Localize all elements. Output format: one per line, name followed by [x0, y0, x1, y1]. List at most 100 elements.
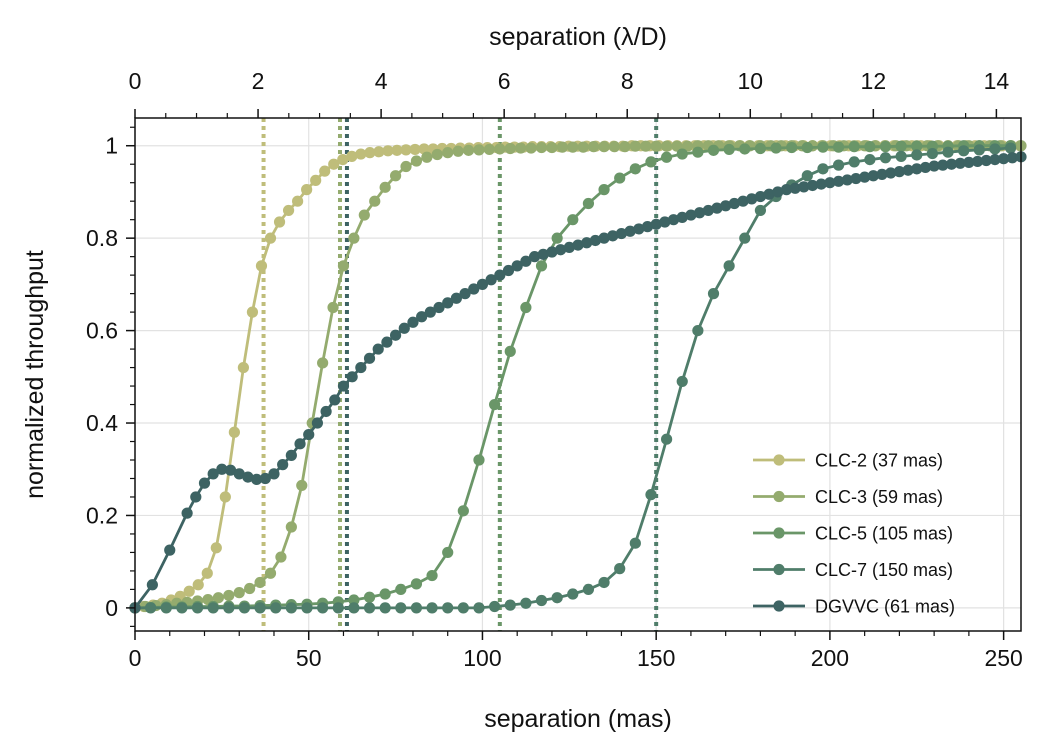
data-point	[770, 142, 782, 154]
data-point	[633, 223, 645, 235]
data-point	[954, 157, 966, 169]
data-point	[254, 576, 266, 589]
data-point	[754, 204, 767, 217]
data-point	[786, 141, 798, 154]
data-point	[223, 589, 235, 602]
data-point	[319, 165, 331, 177]
data-point	[452, 145, 464, 157]
data-point	[373, 146, 385, 158]
data-point	[963, 156, 975, 168]
data-point	[255, 260, 268, 272]
data-point	[369, 195, 381, 207]
data-point	[431, 148, 443, 161]
data-point	[381, 336, 393, 348]
data-point	[317, 602, 329, 614]
top-x-tick-label: 0	[129, 68, 142, 94]
data-point	[556, 141, 568, 153]
data-point	[989, 143, 1001, 155]
data-point	[303, 428, 315, 441]
data-point	[911, 149, 923, 161]
data-point	[424, 306, 436, 318]
data-point	[160, 602, 172, 614]
data-point	[216, 463, 228, 475]
data-point	[254, 602, 266, 614]
y-tick-label: 0.6	[86, 318, 118, 344]
data-point	[275, 551, 287, 563]
data-point	[702, 204, 714, 217]
data-point	[641, 221, 654, 233]
legend-marker	[773, 490, 785, 503]
legend: CLC-2 (37 mas) CLC-3 (59 mas) CLC-5 (105 m…	[753, 451, 955, 617]
data-point	[867, 170, 879, 182]
data-point	[442, 602, 454, 614]
data-point	[859, 171, 871, 183]
data-point	[176, 602, 188, 614]
data-point	[848, 141, 860, 153]
legend-item-4: DGVVC (61 mas)	[753, 597, 955, 617]
data-point	[567, 588, 579, 600]
data-point	[190, 491, 202, 503]
data-point	[355, 361, 367, 374]
data-point	[645, 156, 657, 168]
data-point	[285, 602, 297, 614]
data-point	[489, 398, 501, 411]
iwa-markers	[261, 118, 659, 631]
data-point	[582, 197, 595, 210]
data-point	[567, 141, 579, 153]
data-point	[409, 143, 421, 156]
data-point	[259, 472, 271, 485]
data-point	[237, 361, 250, 374]
data-point	[551, 592, 563, 604]
data-point	[763, 188, 775, 200]
data-point	[893, 166, 905, 178]
legend-marker	[773, 527, 785, 539]
data-point	[145, 602, 157, 614]
data-point	[879, 141, 892, 153]
data-point	[264, 232, 277, 244]
data-point	[416, 311, 428, 323]
data-point	[864, 141, 876, 153]
data-point	[379, 588, 391, 600]
data-point	[251, 473, 263, 486]
data-point	[442, 147, 454, 159]
data-point	[895, 150, 907, 162]
data-point	[528, 251, 541, 263]
data-point	[551, 232, 563, 244]
data-point	[273, 216, 286, 228]
data-point	[219, 491, 231, 503]
data-point	[989, 153, 1001, 166]
data-point	[919, 161, 932, 174]
data-point	[246, 306, 259, 318]
legend-marker	[773, 600, 785, 612]
data-point	[739, 143, 751, 155]
data-point	[515, 142, 527, 154]
top-x-tick-label: 6	[498, 68, 511, 94]
data-point	[661, 433, 673, 445]
data-point	[410, 602, 423, 614]
data-point	[555, 244, 567, 256]
data-point	[328, 158, 340, 170]
data-point	[242, 471, 254, 483]
data-point	[817, 141, 829, 153]
data-point	[391, 144, 403, 156]
data-point	[457, 602, 469, 614]
data-point	[723, 143, 735, 156]
data-point	[504, 599, 516, 611]
legend-item-1: CLC-3 (59 mas)	[753, 487, 943, 507]
data-point	[348, 594, 360, 606]
data-point	[285, 521, 297, 533]
data-point	[494, 269, 506, 281]
data-point	[577, 141, 589, 153]
data-point	[563, 241, 575, 254]
data-point	[395, 583, 407, 596]
data-point	[945, 158, 958, 170]
data-point	[801, 170, 813, 182]
data-point	[739, 232, 751, 244]
data-point	[511, 260, 523, 272]
data-point	[207, 468, 219, 480]
data-point	[546, 141, 558, 154]
data-point	[885, 167, 897, 179]
y-tick-label: 1	[105, 133, 118, 159]
data-point	[598, 184, 610, 196]
data-point	[224, 464, 237, 476]
